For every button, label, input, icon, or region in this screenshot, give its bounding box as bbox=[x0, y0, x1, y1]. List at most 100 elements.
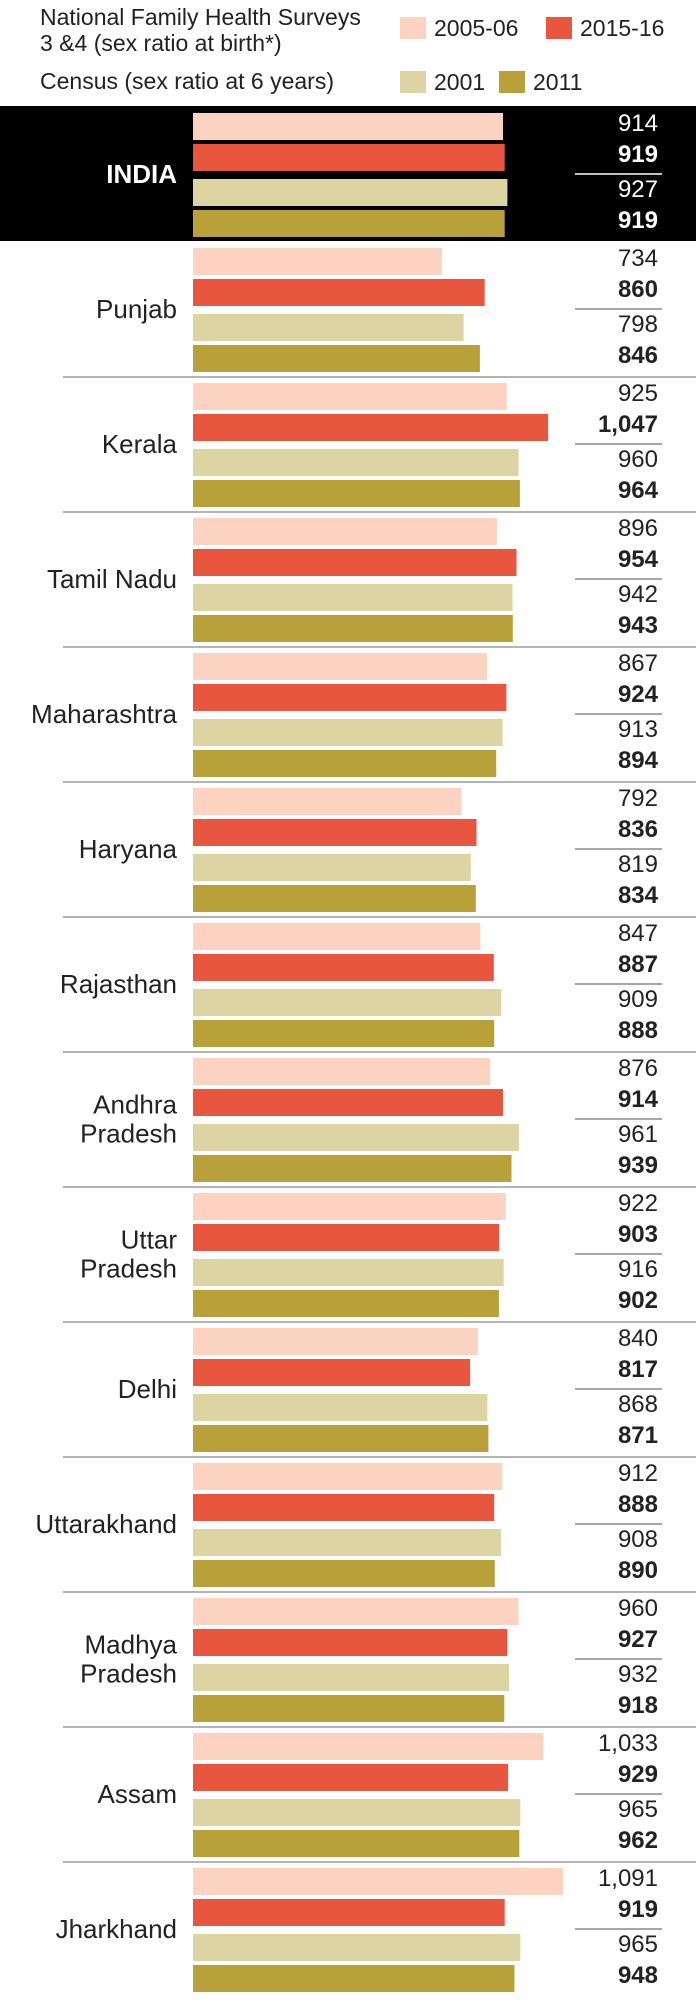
value-label-punjab-2005-06: 734 bbox=[618, 245, 658, 272]
value-label-delhi-2011: 871 bbox=[618, 1422, 658, 1449]
bar-rajasthan-2001 bbox=[193, 989, 502, 1016]
bar-rajasthan-2015-16 bbox=[193, 954, 494, 981]
value-label-haryana-2005-06: 792 bbox=[618, 785, 658, 812]
legend-label-2005-06: 2005-06 bbox=[434, 15, 519, 41]
category-group-kerala: 925 1,047 960 964 Kerala bbox=[63, 380, 696, 513]
category-group-punjab: 734 860 798 846 Punjab bbox=[63, 245, 696, 378]
value-label-jharkhand-2011: 948 bbox=[618, 1962, 658, 1989]
category-label-madhya-pradesh-line2: Pradesh bbox=[80, 1659, 177, 1689]
bar-maharashtra-2015-16 bbox=[193, 684, 507, 711]
bar-delhi-2001 bbox=[193, 1394, 488, 1421]
legend-swatch-2001 bbox=[400, 71, 426, 93]
value-label-assam-2015-16: 929 bbox=[618, 1761, 658, 1788]
bar-haryana-2005-06 bbox=[193, 788, 462, 815]
value-label-andhra-pradesh-2015-16: 914 bbox=[618, 1086, 659, 1113]
category-group-jharkhand: 1,091 919 965 948 Jharkhand bbox=[56, 1865, 662, 1992]
value-label-tamil-nadu-2015-16: 954 bbox=[618, 546, 659, 573]
bar-delhi-2005-06 bbox=[193, 1328, 478, 1355]
bar-haryana-2015-16 bbox=[193, 819, 477, 846]
value-label-assam-2001: 965 bbox=[618, 1796, 658, 1823]
value-label-uttarakhand-2011: 890 bbox=[618, 1557, 658, 1584]
category-label-tamil-nadu: Tamil Nadu bbox=[47, 564, 177, 594]
bar-tamil-nadu-2011 bbox=[193, 615, 513, 642]
bar-delhi-2015-16 bbox=[193, 1359, 471, 1386]
value-label-rajasthan-2015-16: 887 bbox=[618, 951, 658, 978]
value-label-maharashtra-2011: 894 bbox=[618, 747, 659, 774]
bar-maharashtra-2011 bbox=[193, 750, 497, 777]
category-label-assam: Assam bbox=[98, 1779, 177, 1809]
bar-kerala-2015-16 bbox=[193, 414, 549, 441]
bar-punjab-2001 bbox=[193, 314, 464, 341]
bar-kerala-2011 bbox=[193, 480, 520, 507]
bar-india-2005-06 bbox=[193, 113, 503, 140]
bar-uttar-pradesh-2001 bbox=[193, 1259, 504, 1286]
value-label-andhra-pradesh-2001: 961 bbox=[618, 1121, 658, 1148]
category-label-jharkhand: Jharkhand bbox=[56, 1914, 177, 1944]
bar-uttar-pradesh-2015-16 bbox=[193, 1224, 500, 1251]
value-label-assam-2005-06: 1,033 bbox=[598, 1730, 658, 1757]
value-label-jharkhand-2005-06: 1,091 bbox=[598, 1865, 658, 1892]
value-label-rajasthan-2001: 909 bbox=[618, 986, 658, 1013]
bar-haryana-2011 bbox=[193, 885, 476, 912]
value-label-haryana-2001: 819 bbox=[618, 851, 658, 878]
bar-india-2015-16 bbox=[193, 144, 505, 171]
value-label-india-2001: 927 bbox=[618, 176, 658, 203]
value-label-tamil-nadu-2001: 942 bbox=[618, 581, 658, 608]
bar-haryana-2001 bbox=[193, 854, 471, 881]
bar-uttar-pradesh-2005-06 bbox=[193, 1193, 506, 1220]
bar-assam-2015-16 bbox=[193, 1764, 509, 1791]
value-label-kerala-2015-16: 1,047 bbox=[598, 411, 658, 438]
bar-punjab-2011 bbox=[193, 345, 480, 372]
legend-label-2011: 2011 bbox=[533, 69, 583, 95]
category-label-maharashtra: Maharashtra bbox=[31, 699, 177, 729]
bar-madhya-pradesh-2001 bbox=[193, 1664, 510, 1691]
bar-uttarakhand-2015-16 bbox=[193, 1494, 495, 1521]
bar-punjab-2015-16 bbox=[193, 279, 485, 306]
legend-swatch-2015-16 bbox=[546, 17, 572, 39]
category-group-delhi: 840 817 868 871 Delhi bbox=[63, 1325, 696, 1458]
value-label-uttar-pradesh-2005-06: 922 bbox=[618, 1190, 658, 1217]
value-label-kerala-2005-06: 925 bbox=[618, 380, 658, 407]
value-label-punjab-2001: 798 bbox=[618, 311, 658, 338]
category-group-maharashtra: 867 924 913 894 Maharashtra bbox=[31, 650, 696, 783]
legend-swatch-2005-06 bbox=[400, 17, 426, 39]
category-label-delhi: Delhi bbox=[118, 1374, 177, 1404]
category-label-andhra-pradesh-line1: Andhra bbox=[93, 1090, 177, 1120]
value-label-maharashtra-2005-06: 867 bbox=[618, 650, 658, 677]
value-label-india-2015-16: 919 bbox=[618, 141, 658, 168]
value-label-punjab-2015-16: 860 bbox=[618, 276, 658, 303]
category-label-uttar-pradesh-line1: Uttar bbox=[121, 1225, 178, 1255]
value-label-andhra-pradesh-2011: 939 bbox=[618, 1152, 658, 1179]
value-label-maharashtra-2015-16: 924 bbox=[618, 681, 659, 708]
value-label-uttar-pradesh-2011: 902 bbox=[618, 1287, 658, 1314]
value-label-kerala-2001: 960 bbox=[618, 446, 658, 473]
bar-madhya-pradesh-2015-16 bbox=[193, 1629, 508, 1656]
bar-uttarakhand-2001 bbox=[193, 1529, 501, 1556]
value-label-delhi-2001: 868 bbox=[618, 1391, 658, 1418]
category-label-uttarakhand: Uttarakhand bbox=[35, 1509, 177, 1539]
legend: National Family Health Surveys 3 &4 (sex… bbox=[0, 0, 696, 104]
bar-uttar-pradesh-2011 bbox=[193, 1290, 499, 1317]
bar-kerala-2001 bbox=[193, 449, 519, 476]
bar-tamil-nadu-2015-16 bbox=[193, 549, 517, 576]
value-label-kerala-2011: 964 bbox=[618, 477, 659, 504]
legend-label-2015-16: 2015-16 bbox=[580, 15, 665, 41]
bar-madhya-pradesh-2005-06 bbox=[193, 1598, 519, 1625]
value-label-uttarakhand-2015-16: 888 bbox=[618, 1491, 658, 1518]
category-group-rajasthan: 847 887 909 888 Rajasthan bbox=[60, 920, 696, 1053]
bar-jharkhand-2011 bbox=[193, 1965, 515, 1992]
value-label-tamil-nadu-2011: 943 bbox=[618, 612, 658, 639]
category-label-rajasthan: Rajasthan bbox=[60, 969, 177, 999]
value-label-andhra-pradesh-2005-06: 876 bbox=[618, 1055, 658, 1082]
value-label-madhya-pradesh-2015-16: 927 bbox=[618, 1626, 658, 1653]
value-label-haryana-2015-16: 836 bbox=[618, 816, 658, 843]
category-label-andhra-pradesh-line2: Pradesh bbox=[80, 1119, 177, 1149]
legend-label-2001: 2001 bbox=[434, 69, 486, 95]
bar-tamil-nadu-2005-06 bbox=[193, 518, 497, 545]
category-label-madhya-pradesh-line1: Madhya bbox=[85, 1630, 178, 1660]
bar-rajasthan-2011 bbox=[193, 1020, 495, 1047]
bar-punjab-2005-06 bbox=[193, 248, 442, 275]
bar-madhya-pradesh-2011 bbox=[193, 1695, 505, 1722]
